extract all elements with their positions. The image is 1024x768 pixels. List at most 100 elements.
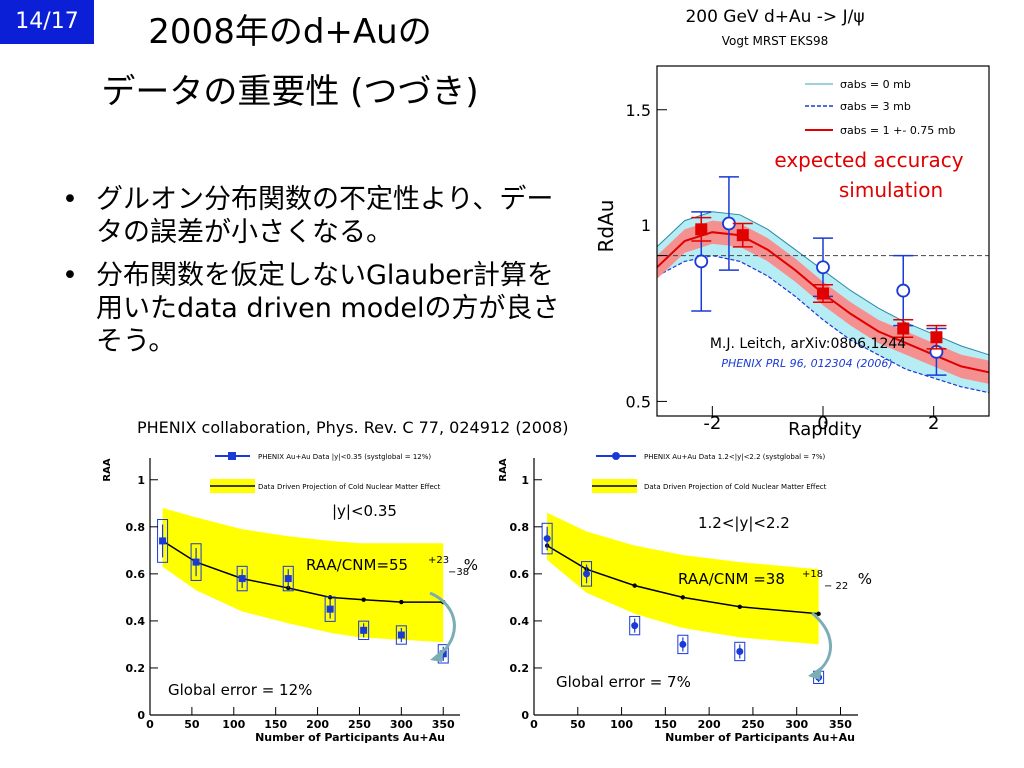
raa-ytick-label: 0.8 — [510, 521, 530, 534]
chart2-ratio-percent: % — [464, 556, 478, 574]
annotation-simulation: simulation — [839, 178, 943, 202]
chart3-legend-data-marker — [612, 452, 620, 460]
raa-ytick-label: 0.6 — [126, 568, 146, 581]
bullet-dot: • — [62, 260, 78, 291]
chart3-ratio-sub: − 22 — [824, 581, 848, 592]
raa-xtick-label: 250 — [741, 718, 764, 731]
chart1-open-circle-point — [896, 283, 911, 298]
raa-ytick-label: 0.8 — [126, 521, 146, 534]
raa-data-point — [284, 575, 292, 583]
bullet-item: • 分布関数を仮定しないGlauber計算を用いたdata driven mode… — [62, 259, 562, 358]
chart2-ratio-sup: +23 — [428, 555, 449, 566]
chart1-xtick-label: -2 — [703, 413, 721, 434]
chart2-xlabel: Number of Participants Au+Au — [255, 731, 445, 744]
cnm-projection-point — [361, 597, 366, 602]
chart1-points — [691, 176, 947, 376]
cnm-projection-point — [816, 611, 821, 617]
raa-data-point — [631, 622, 639, 630]
chart3-legend: PHENIX Au+Au Data 1.2<|y|<2.2 (systgloba… — [592, 452, 827, 493]
raa-xtick-label: 150 — [654, 718, 677, 731]
raa-ytick-label: 1 — [521, 474, 529, 487]
chart3-legend-band-label: Data Driven Projection of Cold Nuclear M… — [644, 483, 827, 491]
raa-data-point — [679, 640, 687, 648]
syst-box — [282, 565, 294, 592]
chart1-xtick-label: 2 — [928, 413, 939, 434]
chart2-ylabel: RAA — [102, 458, 113, 481]
chart2-plot-area — [157, 508, 449, 664]
chart3-ratio-label: RAA/CNM =38 — [678, 570, 785, 588]
raa-xtick-label: 50 — [184, 718, 200, 731]
chart1-open-circle-point — [694, 254, 709, 269]
bullet-text: グルオン分布関数の不定性より、データの誤差が小さくなる。 — [96, 184, 554, 248]
raa-xtick-label: 300 — [785, 718, 808, 731]
raa-ytick-label: 0 — [521, 709, 529, 722]
raa-ytick-label: 0.2 — [126, 662, 146, 675]
raa-data-point — [238, 575, 246, 583]
chart1-line-3mb — [656, 254, 990, 394]
chart2-legend-band-label: Data Driven Projection of Cold Nuclear M… — [258, 483, 441, 491]
cnm-projection-line — [546, 544, 819, 615]
cnm-projection-point — [632, 583, 637, 588]
cnm-projection-point — [737, 604, 742, 609]
raa-xtick-label: 350 — [829, 718, 852, 731]
chart1-square-point — [897, 322, 910, 335]
chart3-plot-area — [541, 512, 825, 684]
chart1-square-point — [930, 331, 943, 344]
chart2-arrow — [429, 591, 456, 658]
chart1-xlabel: Rapidity — [788, 419, 862, 440]
chart2-global-error: Global error = 12% — [168, 681, 312, 699]
raa-data-point — [326, 605, 334, 613]
chart1-subtitle: Vogt MRST EKS98 — [722, 34, 829, 48]
chart3-axes: 0 0.2 0.4 0.6 0.8 1 0 50 100 150 200 250 300 350 — [510, 458, 858, 731]
legend-label-0mb: σabs = 0 mb — [840, 78, 911, 91]
chart2-arrow-head — [430, 648, 444, 662]
raa-xtick-label: 200 — [698, 718, 721, 731]
syst-box — [734, 641, 746, 662]
legend-label-1mb: σabs = 1 +- 0.75 mb — [840, 124, 956, 137]
bullet-dot: • — [62, 184, 78, 215]
raa-xtick-label: 100 — [610, 718, 633, 731]
syst-box — [541, 522, 553, 555]
chart3-ratio-percent: % — [858, 570, 872, 588]
raa-ytick-label: 0.2 — [510, 662, 530, 675]
raa-data-point — [736, 647, 744, 655]
raa-data-point — [397, 631, 405, 639]
raa-xtick-label: 150 — [264, 718, 287, 731]
cnm-band — [547, 512, 819, 645]
syst-box — [190, 543, 202, 581]
syst-box — [629, 615, 641, 636]
slide-title-line1: 2008年のd+Auの — [148, 12, 432, 52]
raa-xtick-label: 200 — [306, 718, 329, 731]
chart3-xlabel: Number of Participants Au+Au — [665, 731, 855, 744]
raa-xtick-label: 300 — [390, 718, 413, 731]
chart2-axes: 0 0.2 0.4 0.6 0.8 1 0 50 100 150 200 250 300 350 — [126, 458, 460, 731]
phenix-reference: PHENIX collaboration, Phys. Rev. C 77, 0… — [137, 418, 569, 437]
cnm-projection-point — [680, 595, 686, 600]
leitch-reference: M.J. Leitch, arXiv:0806.1244 — [710, 336, 906, 352]
annotation-expected-accuracy: expected accuracy — [774, 148, 963, 172]
cnm-projection-point — [399, 599, 404, 605]
raa-ytick-label: 0.4 — [126, 615, 146, 628]
chart1-legend: σabs = 0 mb σabs = 3 mb σabs = 1 +- 0.75… — [805, 78, 956, 137]
cnm-band — [162, 508, 444, 643]
chart1-open-circle-point — [816, 260, 830, 275]
chart2-rapidity-label: |y|<0.35 — [332, 502, 397, 520]
syst-box — [157, 519, 169, 563]
chart1-square-point — [736, 229, 749, 242]
chart2-ratio-sub: −38 — [448, 567, 469, 578]
rdau-rapidity-chart: 200 GeV d+Au -> J/ψ Vogt MRST EKS98 -2 0 2… — [594, 7, 990, 440]
chart3-ylabel: RAA — [498, 458, 509, 481]
bullet-text: 分布関数を仮定しないGlauber計算を用いたdata driven model… — [96, 260, 560, 357]
raa-data-point — [439, 650, 447, 658]
raa-ytick-label: 1 — [137, 474, 145, 487]
raa-data-point — [360, 626, 368, 634]
chart1-axes: -2 0 2 0.5 1.5 — [626, 101, 940, 434]
chart2-legend-data-label: PHENIX Au+Au Data |y|<0.35 (systglobal =… — [258, 453, 431, 461]
raa-ytick-label: 0.6 — [510, 568, 530, 581]
raa-forward-chart: PHENIX Au+Au Data 1.2<|y|<2.2 (systgloba… — [498, 452, 872, 744]
chart3-ratio-sup: +18 — [802, 569, 823, 580]
raa-xtick-label: 50 — [570, 718, 586, 731]
bullet-item: • グルオン分布関数の不定性より、データの誤差が小さくなる。 — [62, 183, 562, 249]
raa-data-point — [192, 558, 200, 566]
chart1-ytick-label: 0.5 — [626, 392, 651, 411]
